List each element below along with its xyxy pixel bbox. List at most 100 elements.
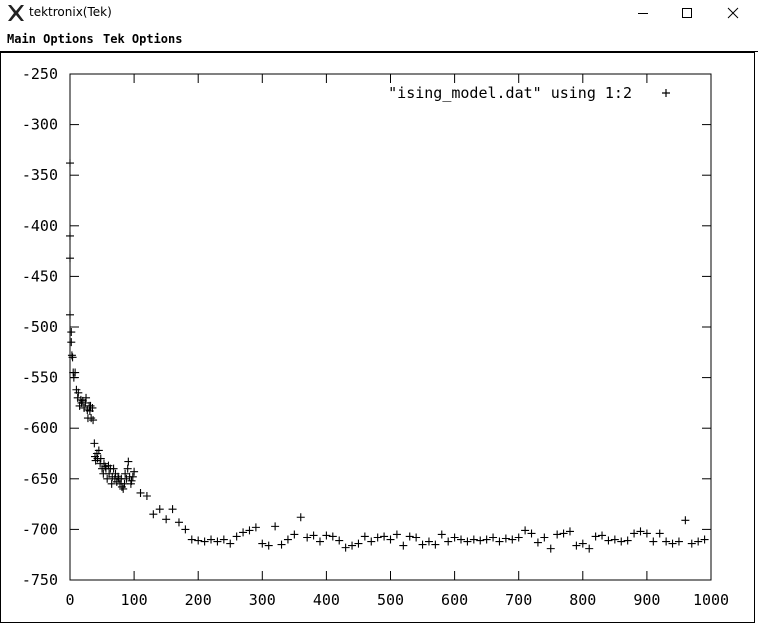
data-point bbox=[412, 533, 421, 542]
data-point bbox=[546, 544, 555, 553]
minimize-icon bbox=[638, 13, 648, 14]
data-point bbox=[109, 464, 118, 473]
data-point bbox=[649, 537, 658, 546]
data-point bbox=[162, 515, 171, 524]
y-tick-label: -350 bbox=[22, 166, 58, 184]
data-point bbox=[127, 476, 136, 485]
data-point bbox=[66, 159, 74, 168]
menu-main-options[interactable]: Main Options bbox=[7, 32, 94, 46]
y-tick-label: -400 bbox=[22, 217, 58, 235]
data-point bbox=[444, 537, 453, 546]
data-point bbox=[380, 532, 389, 541]
data-point bbox=[598, 531, 607, 540]
data-point bbox=[71, 368, 80, 377]
data-point bbox=[508, 535, 517, 544]
data-point bbox=[335, 536, 344, 545]
close-button[interactable] bbox=[710, 0, 756, 26]
data-point bbox=[521, 526, 530, 535]
data-point bbox=[700, 535, 709, 544]
data-point bbox=[668, 539, 677, 548]
data-point bbox=[67, 338, 76, 347]
data-point bbox=[405, 532, 414, 541]
data-point bbox=[437, 530, 446, 539]
data-point bbox=[87, 414, 96, 423]
data-point bbox=[290, 530, 299, 539]
data-point bbox=[315, 537, 324, 546]
y-tick-label: -450 bbox=[22, 267, 58, 285]
x-tick-label: 300 bbox=[249, 591, 276, 609]
data-point bbox=[642, 529, 651, 538]
data-point bbox=[578, 539, 587, 548]
data-point bbox=[604, 536, 613, 545]
menu-separator bbox=[0, 51, 758, 52]
data-point bbox=[296, 513, 305, 522]
x-tick-label: 600 bbox=[441, 591, 468, 609]
data-point bbox=[630, 529, 639, 538]
data-point bbox=[251, 523, 260, 532]
data-point bbox=[136, 488, 145, 497]
legend-label: "ising_model.dat" using 1:2 bbox=[388, 84, 632, 102]
data-point bbox=[88, 403, 97, 412]
data-point bbox=[540, 533, 549, 542]
minimize-button[interactable] bbox=[620, 0, 666, 26]
x-tick-label: 800 bbox=[569, 591, 596, 609]
data-point bbox=[219, 535, 228, 544]
data-point bbox=[82, 393, 91, 402]
y-tick-label: -600 bbox=[22, 419, 58, 437]
scatter-plot: -250 -300 -350 -400 -450 -500 -550 -600 -650 -700… bbox=[0, 52, 755, 623]
data-point bbox=[69, 373, 78, 382]
data-point bbox=[90, 439, 99, 448]
data-point bbox=[348, 541, 357, 550]
data-point bbox=[155, 505, 164, 514]
data-point bbox=[489, 533, 498, 542]
close-icon bbox=[727, 7, 739, 19]
data-point bbox=[322, 531, 331, 540]
data-point bbox=[67, 351, 76, 360]
data-point bbox=[200, 537, 209, 546]
data-point bbox=[121, 469, 130, 478]
menu-tek-options[interactable]: Tek Options bbox=[103, 32, 183, 46]
plot-frame bbox=[69, 73, 712, 581]
data-point bbox=[194, 536, 203, 545]
data-point bbox=[66, 310, 74, 319]
title-bar[interactable]: tektronix(Tek) bbox=[0, 0, 758, 26]
data-point bbox=[341, 543, 350, 552]
data-point bbox=[130, 467, 139, 476]
y-tick-label: -650 bbox=[22, 470, 58, 488]
data-point bbox=[360, 532, 369, 541]
data-point bbox=[495, 537, 504, 546]
y-tick-label: -500 bbox=[22, 318, 58, 336]
data-point bbox=[309, 531, 318, 540]
data-point bbox=[585, 544, 594, 553]
data-point bbox=[418, 540, 427, 549]
data-point bbox=[482, 535, 491, 544]
data-point bbox=[463, 537, 472, 546]
y-tick-label: -300 bbox=[22, 116, 58, 134]
x-tick-label: 700 bbox=[505, 591, 532, 609]
data-point bbox=[66, 231, 74, 240]
data-point bbox=[74, 388, 83, 397]
data-point bbox=[662, 537, 671, 546]
data-point bbox=[617, 537, 626, 546]
data-point bbox=[373, 533, 382, 542]
data-point bbox=[174, 518, 183, 527]
data-point bbox=[258, 539, 267, 548]
data-point bbox=[636, 527, 645, 536]
x-tick-label: 400 bbox=[313, 591, 340, 609]
data-point bbox=[386, 535, 395, 544]
data-point bbox=[450, 533, 459, 542]
data-point bbox=[553, 530, 562, 539]
data-point bbox=[591, 532, 600, 541]
data-point bbox=[457, 535, 466, 544]
y-tick-label: -550 bbox=[22, 369, 58, 387]
data-point bbox=[67, 328, 76, 337]
maximize-button[interactable] bbox=[664, 0, 710, 26]
data-point bbox=[623, 536, 632, 545]
x-tick-label: 500 bbox=[377, 591, 404, 609]
y-tick-label: -750 bbox=[22, 571, 58, 589]
data-point bbox=[181, 525, 190, 534]
data-point bbox=[572, 541, 581, 550]
data-point bbox=[655, 529, 664, 538]
data-point bbox=[86, 401, 95, 410]
data-point bbox=[68, 353, 77, 362]
